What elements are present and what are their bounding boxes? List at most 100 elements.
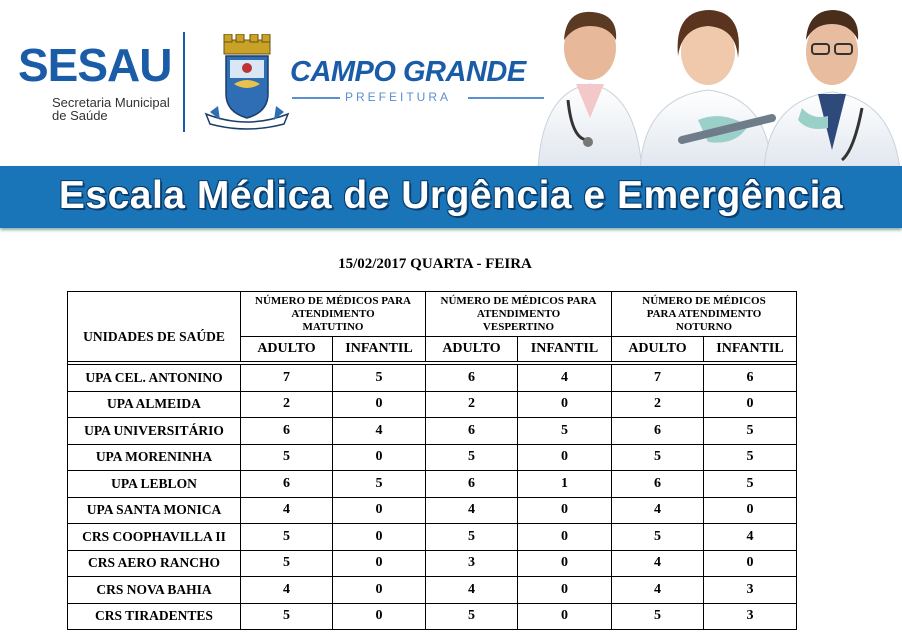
doctor-count-cell: 0 <box>517 549 612 577</box>
doctor-count-cell: 0 <box>517 443 612 471</box>
doctor-count-cell: 4 <box>611 496 704 524</box>
doctor-count-cell: 5 <box>611 443 704 471</box>
doctor-count-cell: 5 <box>425 443 518 471</box>
table-row: CRS AERO RANCHO 5 0 3 0 4 0 <box>67 549 797 577</box>
doctor-count-cell: 5 <box>517 417 612 445</box>
group-header-line: NOTURNO <box>675 320 733 333</box>
city-crest-icon <box>204 34 290 130</box>
doctor-count-cell: 4 <box>611 576 704 604</box>
doctor-count-cell: 3 <box>425 549 518 577</box>
doctor-count-cell: 6 <box>703 364 797 392</box>
doctor-count-cell: 0 <box>517 602 612 630</box>
unit-name-cell: UPA MORENINHA <box>67 443 241 471</box>
doctor-count-cell: 5 <box>240 549 333 577</box>
table-spacer <box>67 361 797 365</box>
doctor-count-cell: 7 <box>240 364 333 392</box>
table-row: UPA MORENINHA 5 0 5 0 5 5 <box>67 443 797 471</box>
unit-name-cell: CRS NOVA BAHIA <box>67 576 241 604</box>
doctor-count-cell: 5 <box>703 443 797 471</box>
doctor-count-cell: 5 <box>425 602 518 630</box>
table-header-row: UNIDADES DE SAÚDE NÚMERO DE MÉDICOS PARA… <box>67 291 797 362</box>
doctor-count-cell: 4 <box>703 523 797 551</box>
doctor-count-cell: 1 <box>517 470 612 498</box>
doctors-illustration <box>537 10 901 170</box>
sesau-logo: SESAU <box>18 39 172 91</box>
doctor-count-cell: 5 <box>611 523 704 551</box>
doctor-count-cell: 0 <box>332 576 426 604</box>
subheader-adult: ADULTO <box>425 336 518 362</box>
group-header-morning: NÚMERO DE MÉDICOS PARA ATENDIMENTO MATUT… <box>240 291 426 337</box>
subheader-adult: ADULTO <box>611 336 704 362</box>
logo-rule-right <box>468 97 544 99</box>
table-row: UPA SANTA MONICA 4 0 4 0 4 0 <box>67 496 797 524</box>
table-row: UPA CEL. ANTONINO 7 5 6 4 7 6 <box>67 364 797 392</box>
subheader-child: INFANTIL <box>332 336 426 362</box>
doctor-count-cell: 0 <box>703 496 797 524</box>
doctor-count-cell: 5 <box>611 602 704 630</box>
doctor-count-cell: 2 <box>611 390 704 418</box>
group-header-line: VESPERTINO <box>482 320 555 333</box>
table-body: UPA CEL. ANTONINO 7 5 6 4 7 6 UPA ALMEIDA 2 0 2 0 2 0… <box>67 364 797 630</box>
group-header-night: NÚMERO DE MÉDICOS PARA ATENDIMENTO NOTUR… <box>611 291 797 337</box>
doctor-count-cell: 5 <box>240 602 333 630</box>
doctor-count-cell: 5 <box>703 470 797 498</box>
doctor-count-cell: 6 <box>240 470 333 498</box>
unit-name-cell: CRS AERO RANCHO <box>67 549 241 577</box>
doctor-count-cell: 6 <box>611 417 704 445</box>
doctor-count-cell: 0 <box>332 549 426 577</box>
unit-column-header: UNIDADES DE SAÚDE <box>67 291 241 362</box>
doctor-count-cell: 3 <box>703 602 797 630</box>
doctor-count-cell: 4 <box>425 576 518 604</box>
table-row: CRS TIRADENTES 5 0 5 0 5 3 <box>67 602 797 630</box>
table-row: CRS COOPHAVILLA II 5 0 5 0 5 4 <box>67 523 797 551</box>
doctor-count-cell: 6 <box>425 417 518 445</box>
sesau-subtitle-line1: Secretaria Municipal <box>52 95 170 110</box>
doctor-count-cell: 0 <box>517 523 612 551</box>
unit-name-cell: UPA UNIVERSITÁRIO <box>67 417 241 445</box>
doctor-count-cell: 2 <box>425 390 518 418</box>
doctor-count-cell: 0 <box>332 443 426 471</box>
unit-name-cell: CRS COOPHAVILLA II <box>67 523 241 551</box>
schedule-date: 15/02/2017 QUARTA - FEIRA <box>338 256 532 272</box>
doctor-count-cell: 5 <box>332 364 426 392</box>
doctor-count-cell: 3 <box>703 576 797 604</box>
doctor-count-cell: 6 <box>425 470 518 498</box>
doctor-count-cell: 7 <box>611 364 704 392</box>
doctor-count-cell: 6 <box>611 470 704 498</box>
page-header: SESAU Secretaria Municipal de Saúde CAMP… <box>0 0 902 170</box>
doctor-count-cell: 2 <box>240 390 333 418</box>
doctor-count-cell: 4 <box>332 417 426 445</box>
doctor-count-cell: 0 <box>517 576 612 604</box>
table-row: UPA ALMEIDA 2 0 2 0 2 0 <box>67 390 797 418</box>
doctor-count-cell: 5 <box>425 523 518 551</box>
doctor-count-cell: 0 <box>332 390 426 418</box>
subheader-child: INFANTIL <box>703 336 797 362</box>
logo-rule-left <box>292 97 340 99</box>
unit-name-cell: UPA SANTA MONICA <box>67 496 241 524</box>
doctor-count-cell: 0 <box>332 496 426 524</box>
doctor-count-cell: 0 <box>517 496 612 524</box>
group-header-line: ATENDIMENTO <box>476 307 561 320</box>
doctor-count-cell: 5 <box>332 470 426 498</box>
doctor-count-cell: 4 <box>517 364 612 392</box>
table-row: UPA LEBLON 6 5 6 1 6 5 <box>67 470 797 498</box>
doctor-count-cell: 5 <box>240 443 333 471</box>
sesau-subtitle-line2: de Saúde <box>52 108 108 123</box>
group-header-line: NÚMERO DE MÉDICOS PARA <box>255 294 411 307</box>
title-banner <box>0 166 902 228</box>
doctor-count-cell: 0 <box>703 549 797 577</box>
group-header-afternoon: NÚMERO DE MÉDICOS PARA ATENDIMENTO VESPE… <box>425 291 612 337</box>
doctor-count-cell: 0 <box>332 523 426 551</box>
doctor-count-cell: 4 <box>240 496 333 524</box>
subheader-child: INFANTIL <box>517 336 612 362</box>
doctor-count-cell: 4 <box>611 549 704 577</box>
page-title: Escala Médica de Urgência e Emergência <box>58 174 844 217</box>
unit-name-cell: UPA CEL. ANTONINO <box>67 364 241 392</box>
table-row: CRS NOVA BAHIA 4 0 4 0 4 3 <box>67 576 797 604</box>
table-row: UPA UNIVERSITÁRIO 6 4 6 5 6 5 <box>67 417 797 445</box>
schedule-table: UNIDADES DE SAÚDE NÚMERO DE MÉDICOS PARA… <box>67 291 797 630</box>
table-subheader-row: ADULTO INFANTIL ADULTO INFANTIL ADULTO I… <box>68 336 797 362</box>
doctor-count-cell: 0 <box>703 390 797 418</box>
doctor-count-cell: 6 <box>425 364 518 392</box>
unit-name-cell: CRS TIRADENTES <box>67 602 241 630</box>
